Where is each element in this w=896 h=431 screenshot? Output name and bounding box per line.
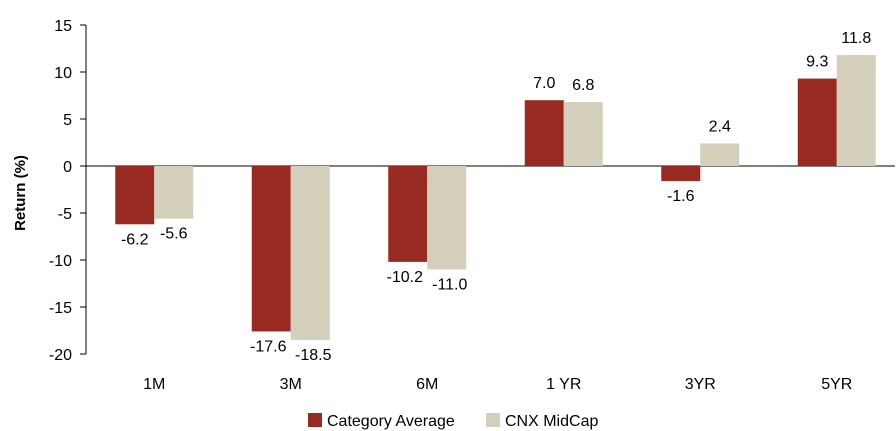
legend-swatch [308,413,322,427]
bar-category-average [661,166,700,181]
data-label: -1.6 [667,188,695,205]
y-tick-label: 5 [63,112,72,129]
data-label: -17.6 [250,338,287,355]
data-label: 2.4 [709,118,731,135]
legend-swatch [486,413,500,427]
y-tick-label: -10 [49,253,72,270]
legend-label: CNX MidCap [505,413,598,430]
data-labels: -6.2 -5.6 -17.6 -18.5 -10.2 -11.0 7.0 6.8 -1.6 2.… [121,30,871,364]
x-axis: 1M 3M 6M 1 YR 3YR 5YR [86,166,895,393]
bar-category-average [798,79,837,166]
bar-category-average [252,166,291,331]
legend-label: Category Average [327,413,455,430]
bar-cnx-midcap [700,143,739,166]
y-tick-label: 0 [63,159,72,176]
data-label: 9.3 [806,54,828,71]
data-label: 6.8 [572,77,594,94]
bar-cnx-midcap [564,102,603,166]
y-axis-title: Return (%) [12,155,29,231]
y-axis: 15 10 5 0 -5 -10 -15 -20 [49,18,86,364]
data-label: -18.5 [295,347,332,364]
data-label: 7.0 [533,75,555,92]
bar-cnx-midcap [291,166,330,340]
data-label: -10.2 [387,269,424,286]
bar-cnx-midcap [837,55,876,166]
bar-category-average [115,166,154,224]
x-tick-label: 3YR [685,376,716,393]
y-tick-label: 15 [54,18,72,35]
data-label: 11.8 [841,30,871,47]
y-tick-label: -20 [49,347,72,364]
legend: Category Average CNX MidCap [308,413,598,430]
data-label: -11.0 [432,276,467,293]
bar-category-average [525,100,564,166]
bars [115,55,876,340]
x-tick-label: 1M [143,376,165,393]
x-tick-label: 1 YR [546,376,581,393]
x-tick-label: 3M [280,376,302,393]
data-label: -6.2 [121,231,149,248]
bar-cnx-midcap [427,166,466,269]
bar-category-average [388,166,427,262]
x-tick-label: 5YR [821,376,852,393]
data-label: -5.6 [160,226,188,243]
y-tick-label: -5 [58,206,72,223]
bar-cnx-midcap [154,166,193,219]
y-tick-label: 10 [54,65,72,82]
x-tick-label: 6M [416,376,438,393]
y-tick-label: -15 [49,300,72,317]
